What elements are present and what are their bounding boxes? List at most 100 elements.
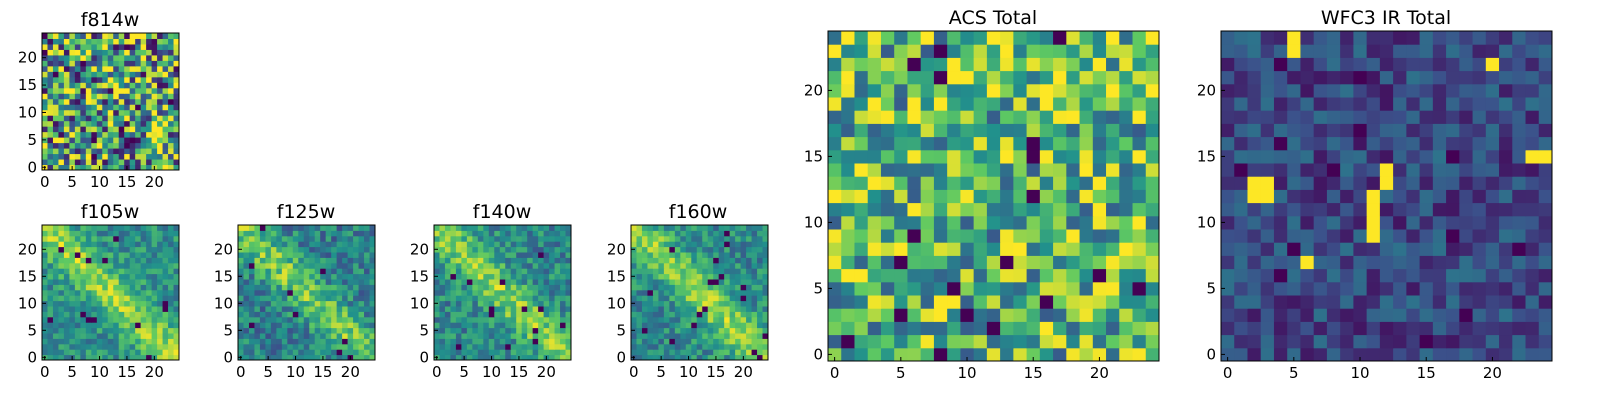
heatmap-cell	[1300, 44, 1315, 58]
heatmap-cell	[118, 262, 125, 269]
heatmap-cell	[135, 153, 142, 160]
heatmap-cell	[641, 306, 648, 312]
heatmap-cell	[1300, 163, 1315, 177]
heatmap-cell	[631, 257, 637, 264]
heatmap-cell	[894, 255, 908, 270]
heatmap-cell	[702, 230, 709, 237]
heatmap-cell	[243, 327, 250, 334]
heatmap-cell	[724, 306, 731, 312]
heatmap-cell	[854, 308, 869, 322]
heatmap-cell	[69, 279, 76, 285]
heatmap-cell	[113, 82, 120, 89]
heatmap-cell	[74, 98, 81, 105]
heatmap-cell	[52, 354, 59, 361]
heatmap-cell	[162, 338, 169, 345]
panel-title: WFC3 IR Total	[1321, 7, 1451, 29]
heatmap-cell	[691, 241, 698, 248]
heatmap-cell	[1459, 321, 1474, 336]
heatmap-cell	[63, 333, 70, 339]
heatmap-cell	[1379, 281, 1394, 296]
heatmap-cell	[461, 322, 468, 329]
heatmap-cell	[135, 98, 142, 105]
heatmap-cell	[685, 284, 692, 291]
heatmap-cell	[1485, 44, 1500, 58]
x-tick-label: 20	[145, 173, 164, 191]
heatmap-cell	[505, 230, 512, 237]
heatmap-cell	[663, 230, 670, 237]
heatmap-cell	[162, 257, 169, 264]
heatmap-cell	[631, 225, 637, 231]
heatmap-cell	[746, 230, 753, 237]
heatmap-cell	[331, 333, 338, 339]
heatmap-cell	[986, 281, 1001, 296]
heatmap-cell	[358, 235, 365, 242]
heatmap-cell	[439, 349, 446, 356]
heatmap-cell	[85, 76, 92, 83]
heatmap-cell	[1247, 83, 1262, 98]
heatmap-cell	[466, 246, 473, 253]
heatmap-cell	[538, 311, 545, 318]
heatmap-cell	[96, 115, 103, 122]
heatmap-cell	[444, 225, 451, 231]
heatmap-cell	[538, 225, 545, 231]
heatmap-cell	[527, 316, 534, 323]
heatmap-cell	[532, 316, 539, 323]
heatmap-cell	[1013, 242, 1028, 256]
heatmap-cell	[746, 235, 753, 242]
heatmap-cell	[543, 230, 550, 237]
heatmap-cell	[63, 338, 70, 345]
heatmap-cell	[762, 284, 769, 291]
heatmap-cell	[696, 273, 703, 280]
heatmap-cell	[740, 322, 747, 329]
heatmap-cell	[1106, 163, 1120, 177]
heatmap-cell	[248, 235, 255, 242]
heatmap-cell	[960, 334, 975, 349]
heatmap-cell	[173, 164, 180, 171]
heatmap-cell	[146, 252, 153, 258]
heatmap-cell	[146, 164, 153, 171]
heatmap-cell	[259, 295, 266, 302]
heatmap-cell	[685, 333, 692, 339]
heatmap-cell	[1106, 347, 1120, 362]
heatmap-cell	[113, 295, 120, 302]
heatmap-cell	[707, 354, 714, 361]
heatmap-cell	[1379, 202, 1394, 217]
heatmap-cell	[162, 349, 169, 356]
heatmap-cell	[135, 333, 142, 339]
heatmap-cell	[477, 279, 484, 285]
heatmap-cell	[1300, 83, 1315, 98]
heatmap-cell	[124, 65, 131, 72]
heatmap-cell	[364, 338, 371, 345]
heatmap-cell	[1485, 202, 1500, 217]
heatmap-cell	[907, 57, 922, 72]
heatmap-cell	[85, 354, 92, 361]
heatmap-cell	[532, 241, 539, 248]
heatmap-cell	[920, 215, 935, 230]
heatmap-cell	[505, 322, 512, 329]
heatmap-cell	[151, 71, 158, 78]
heatmap-cell	[80, 289, 87, 296]
heatmap-cell	[140, 322, 147, 329]
heatmap-cell	[1039, 123, 1054, 138]
heatmap-cell	[947, 255, 961, 270]
heatmap-cell	[47, 354, 54, 361]
heatmap-cell	[658, 289, 665, 296]
heatmap-cell	[560, 268, 567, 275]
heatmap-cell	[702, 300, 709, 307]
heatmap-cell	[129, 289, 136, 296]
heatmap-cell	[118, 126, 125, 133]
heatmap-cell	[691, 262, 698, 269]
y-tick-label: 10	[214, 294, 233, 312]
heatmap-cell	[762, 225, 769, 231]
heatmap-cell	[1313, 70, 1328, 85]
heatmap-cell	[880, 44, 895, 58]
heatmap-cell	[1145, 136, 1160, 151]
heatmap-cell	[1079, 163, 1094, 177]
heatmap-cell	[505, 289, 512, 296]
heatmap-cell	[854, 83, 869, 98]
heatmap-cell	[757, 322, 764, 329]
heatmap-cell	[920, 31, 935, 45]
heatmap-cell	[314, 225, 321, 231]
heatmap-cell	[80, 252, 87, 258]
heatmap-cell	[118, 38, 125, 45]
